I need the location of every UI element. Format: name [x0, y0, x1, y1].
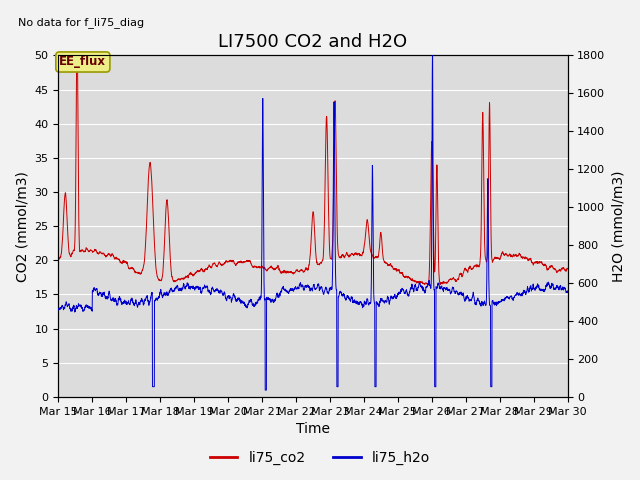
- Y-axis label: H2O (mmol/m3): H2O (mmol/m3): [611, 170, 625, 282]
- X-axis label: Time: Time: [296, 422, 330, 436]
- Text: No data for f_li75_diag: No data for f_li75_diag: [18, 17, 144, 28]
- Title: LI7500 CO2 and H2O: LI7500 CO2 and H2O: [218, 33, 408, 51]
- Legend: li75_co2, li75_h2o: li75_co2, li75_h2o: [204, 445, 436, 471]
- Text: EE_flux: EE_flux: [60, 56, 106, 69]
- Y-axis label: CO2 (mmol/m3): CO2 (mmol/m3): [15, 171, 29, 282]
